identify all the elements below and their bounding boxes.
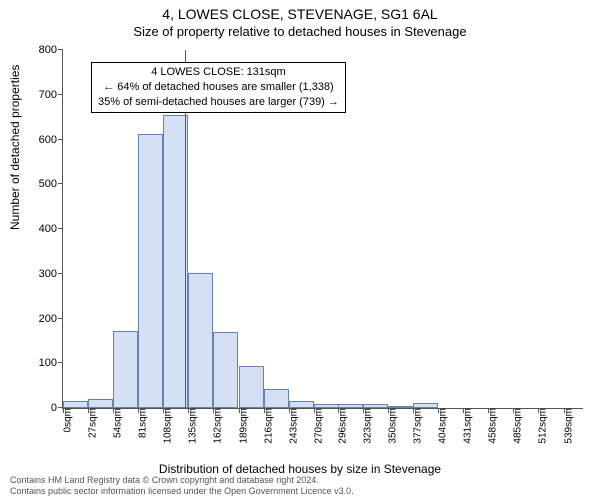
- y-tick-label: 800: [39, 44, 63, 56]
- x-tick-label: 270sqm: [309, 408, 324, 444]
- annotation-line-3: 35% of semi-detached houses are larger (…: [98, 95, 339, 110]
- histogram-bar: [338, 404, 363, 408]
- x-tick-label: 162sqm: [209, 408, 224, 444]
- y-axis-label: Number of detached properties: [8, 65, 22, 230]
- title-sub: Size of property relative to detached ho…: [0, 22, 600, 43]
- x-tick-label: 377sqm: [409, 408, 424, 444]
- x-tick-label: 81sqm: [134, 408, 149, 438]
- x-tick-label: 54sqm: [109, 408, 124, 438]
- annotation-line-2: ← 64% of detached houses are smaller (1,…: [98, 80, 339, 95]
- footer-line-1: Contains HM Land Registry data © Crown c…: [10, 475, 354, 486]
- histogram-bar: [239, 366, 264, 409]
- y-tick-label: 300: [39, 268, 63, 280]
- histogram-bar: [213, 332, 238, 408]
- histogram-bar: [63, 401, 88, 408]
- chart-area: 01002003004005006007008000sqm27sqm54sqm8…: [62, 50, 583, 409]
- x-tick-label: 27sqm: [84, 408, 99, 438]
- y-tick-mark: [58, 94, 63, 95]
- histogram-bar: [289, 401, 314, 408]
- x-tick-label: 0sqm: [59, 408, 74, 432]
- y-tick-label: 100: [39, 357, 63, 369]
- x-tick-label: 539sqm: [559, 408, 574, 444]
- y-tick-mark: [58, 273, 63, 274]
- histogram-bar: [413, 403, 438, 408]
- histogram-bar: [363, 404, 388, 408]
- x-tick-label: 189sqm: [234, 408, 249, 444]
- chart-container: 4, LOWES CLOSE, STEVENAGE, SG1 6AL Size …: [0, 0, 600, 500]
- y-tick-mark: [58, 318, 63, 319]
- x-tick-label: 323sqm: [358, 408, 373, 444]
- x-tick-label: 404sqm: [434, 408, 449, 444]
- y-tick-mark: [58, 183, 63, 184]
- y-tick-label: 500: [39, 178, 63, 190]
- x-tick-label: 216sqm: [259, 408, 274, 444]
- x-tick-label: 485sqm: [509, 408, 524, 444]
- y-tick-label: 200: [39, 313, 63, 325]
- histogram-bar: [264, 389, 289, 408]
- footer-line-2: Contains public sector information licen…: [10, 486, 354, 497]
- x-tick-label: 243sqm: [284, 408, 299, 444]
- x-tick-label: 431sqm: [459, 408, 474, 444]
- y-tick-label: 400: [39, 223, 63, 235]
- x-tick-label: 458sqm: [484, 408, 499, 444]
- annotation-line-1: 4 LOWES CLOSE: 131sqm: [98, 65, 339, 80]
- x-tick-label: 512sqm: [534, 408, 549, 444]
- y-tick-mark: [58, 139, 63, 140]
- y-tick-mark: [58, 49, 63, 50]
- annotation-box: 4 LOWES CLOSE: 131sqm ← 64% of detached …: [91, 62, 346, 113]
- histogram-bar: [388, 406, 413, 408]
- histogram-bar: [188, 273, 213, 408]
- title-main: 4, LOWES CLOSE, STEVENAGE, SG1 6AL: [0, 0, 600, 22]
- histogram-bar: [88, 399, 113, 408]
- y-tick-label: 600: [39, 134, 63, 146]
- y-tick-mark: [58, 228, 63, 229]
- footer: Contains HM Land Registry data © Crown c…: [10, 475, 354, 498]
- x-tick-label: 350sqm: [384, 408, 399, 444]
- histogram-bar: [314, 404, 339, 408]
- x-tick-label: 108sqm: [159, 408, 174, 444]
- histogram-bar: [138, 134, 163, 408]
- x-tick-label: 296sqm: [333, 408, 348, 444]
- y-tick-label: 700: [39, 89, 63, 101]
- x-tick-label: 135sqm: [184, 408, 199, 444]
- y-tick-mark: [58, 362, 63, 363]
- histogram-bar: [113, 331, 138, 408]
